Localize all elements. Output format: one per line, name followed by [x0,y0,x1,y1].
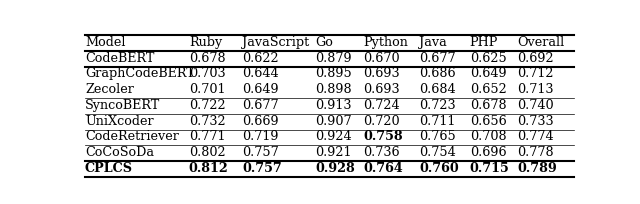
Text: 0.778: 0.778 [517,146,554,159]
Text: 0.722: 0.722 [189,99,225,112]
Text: 0.684: 0.684 [419,83,456,96]
Text: 0.649: 0.649 [242,83,279,96]
Text: PHP: PHP [470,36,498,49]
Text: 0.812: 0.812 [189,162,228,175]
Text: 0.789: 0.789 [517,162,557,175]
Text: 0.678: 0.678 [470,99,506,112]
Text: 0.758: 0.758 [363,130,403,143]
Text: JavaScript: JavaScript [242,36,310,49]
Text: 0.652: 0.652 [470,83,506,96]
Text: 0.802: 0.802 [189,146,225,159]
Text: 0.678: 0.678 [189,52,225,65]
Text: 0.719: 0.719 [242,130,278,143]
Text: 0.928: 0.928 [316,162,355,175]
Text: 0.740: 0.740 [517,99,554,112]
Text: GraphCodeBERT: GraphCodeBERT [85,68,195,80]
Text: 0.669: 0.669 [242,115,279,128]
Text: 0.720: 0.720 [363,115,399,128]
Text: 0.879: 0.879 [316,52,352,65]
Text: Overall: Overall [517,36,564,49]
Text: 0.895: 0.895 [316,68,352,80]
Text: 0.757: 0.757 [242,146,279,159]
Text: 0.736: 0.736 [363,146,399,159]
Text: 0.656: 0.656 [470,115,506,128]
Text: 0.677: 0.677 [419,52,456,65]
Text: 0.733: 0.733 [517,115,554,128]
Text: 0.644: 0.644 [242,68,279,80]
Text: 0.712: 0.712 [517,68,554,80]
Text: 0.701: 0.701 [189,83,225,96]
Text: 0.754: 0.754 [419,146,456,159]
Text: 0.771: 0.771 [189,130,225,143]
Text: 0.732: 0.732 [189,115,225,128]
Text: Python: Python [363,36,408,49]
Text: 0.757: 0.757 [242,162,282,175]
Text: Java: Java [419,36,447,49]
Text: CPLCS: CPLCS [85,162,133,175]
Text: 0.696: 0.696 [470,146,506,159]
Text: CoCoSoDa: CoCoSoDa [85,146,154,159]
Text: 0.713: 0.713 [517,83,554,96]
Text: Go: Go [316,36,333,49]
Text: 0.693: 0.693 [363,83,399,96]
Text: UniXcoder: UniXcoder [85,115,154,128]
Text: 0.898: 0.898 [316,83,352,96]
Text: 0.907: 0.907 [316,115,352,128]
Text: CodeRetriever: CodeRetriever [85,130,179,143]
Text: 0.622: 0.622 [242,52,279,65]
Text: 0.649: 0.649 [470,68,506,80]
Text: 0.625: 0.625 [470,52,506,65]
Text: SyncoBERT: SyncoBERT [85,99,160,112]
Text: Model: Model [85,36,125,49]
Text: 0.913: 0.913 [316,99,352,112]
Text: 0.764: 0.764 [363,162,403,175]
Text: Ruby: Ruby [189,36,222,49]
Text: 0.724: 0.724 [363,99,399,112]
Text: 0.692: 0.692 [517,52,554,65]
Text: 0.677: 0.677 [242,99,279,112]
Text: 0.921: 0.921 [316,146,352,159]
Text: 0.760: 0.760 [419,162,459,175]
Text: 0.703: 0.703 [189,68,225,80]
Text: 0.723: 0.723 [419,99,456,112]
Text: 0.765: 0.765 [419,130,456,143]
Text: 0.686: 0.686 [419,68,456,80]
Text: 0.774: 0.774 [517,130,554,143]
Text: 0.693: 0.693 [363,68,399,80]
Text: 0.715: 0.715 [470,162,509,175]
Text: 0.670: 0.670 [363,52,399,65]
Text: 0.711: 0.711 [419,115,456,128]
Text: 0.708: 0.708 [470,130,506,143]
Text: Zecoler: Zecoler [85,83,134,96]
Text: CodeBERT: CodeBERT [85,52,154,65]
Text: 0.924: 0.924 [316,130,352,143]
